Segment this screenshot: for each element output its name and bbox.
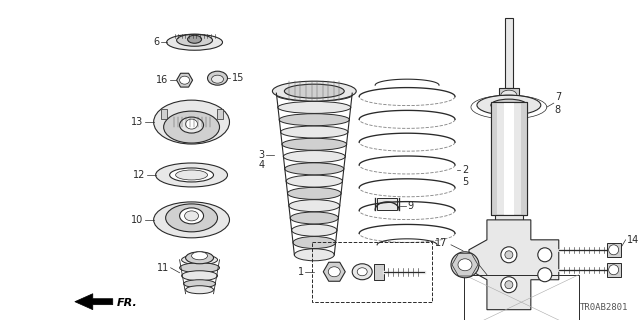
Ellipse shape — [294, 249, 334, 261]
Ellipse shape — [280, 126, 348, 138]
Bar — [504, 102, 514, 215]
Text: 12: 12 — [133, 170, 146, 180]
Ellipse shape — [207, 71, 227, 85]
Ellipse shape — [170, 168, 214, 182]
Ellipse shape — [287, 188, 341, 199]
Text: 15: 15 — [232, 73, 244, 83]
Bar — [374, 264, 384, 280]
Ellipse shape — [182, 271, 218, 281]
Ellipse shape — [289, 200, 340, 212]
Ellipse shape — [282, 138, 347, 150]
Ellipse shape — [186, 119, 198, 129]
Ellipse shape — [273, 81, 356, 101]
Ellipse shape — [180, 117, 204, 133]
Polygon shape — [75, 294, 113, 310]
Text: 17: 17 — [435, 238, 447, 248]
Ellipse shape — [184, 211, 198, 221]
Bar — [499, 88, 519, 102]
Text: 16: 16 — [156, 75, 168, 85]
Ellipse shape — [154, 100, 230, 144]
Ellipse shape — [293, 236, 335, 249]
Ellipse shape — [501, 277, 517, 293]
Text: 9: 9 — [407, 201, 413, 211]
Ellipse shape — [477, 95, 541, 115]
Ellipse shape — [284, 150, 346, 163]
Bar — [505, 18, 513, 88]
Ellipse shape — [186, 252, 214, 264]
Ellipse shape — [184, 280, 216, 288]
Text: 11: 11 — [157, 263, 170, 273]
Ellipse shape — [357, 268, 367, 276]
Ellipse shape — [284, 84, 344, 98]
Text: 8: 8 — [555, 105, 561, 115]
Ellipse shape — [166, 34, 223, 50]
Text: 5: 5 — [462, 177, 468, 187]
Ellipse shape — [352, 264, 372, 280]
Ellipse shape — [285, 163, 344, 175]
Ellipse shape — [279, 114, 349, 126]
Ellipse shape — [180, 208, 204, 224]
Ellipse shape — [180, 76, 189, 84]
Bar — [377, 198, 397, 210]
Text: 3: 3 — [259, 150, 264, 160]
Ellipse shape — [276, 89, 352, 101]
Ellipse shape — [177, 34, 212, 46]
Text: FR.: FR. — [116, 298, 138, 308]
Bar — [464, 275, 579, 320]
Ellipse shape — [286, 175, 342, 187]
Bar — [607, 243, 621, 257]
Ellipse shape — [290, 212, 339, 224]
Bar — [216, 109, 223, 119]
Polygon shape — [469, 220, 559, 310]
Text: 7: 7 — [555, 92, 561, 102]
Ellipse shape — [212, 75, 223, 83]
Ellipse shape — [166, 204, 218, 232]
Bar — [491, 102, 527, 215]
Ellipse shape — [501, 247, 517, 263]
Ellipse shape — [609, 265, 619, 275]
Ellipse shape — [505, 251, 513, 259]
Ellipse shape — [164, 111, 220, 143]
Ellipse shape — [175, 170, 207, 180]
Text: 6: 6 — [154, 37, 159, 47]
Bar — [521, 102, 527, 215]
Ellipse shape — [278, 101, 351, 113]
Bar — [161, 109, 166, 119]
Text: 14: 14 — [627, 235, 639, 245]
Ellipse shape — [538, 248, 552, 262]
Ellipse shape — [451, 252, 479, 278]
Ellipse shape — [538, 268, 552, 282]
Ellipse shape — [191, 252, 207, 260]
Ellipse shape — [491, 99, 527, 111]
Ellipse shape — [186, 286, 214, 294]
Text: 10: 10 — [131, 215, 144, 225]
Ellipse shape — [188, 35, 202, 43]
Bar — [491, 102, 497, 215]
Text: 4: 4 — [259, 160, 264, 170]
Bar — [312, 242, 432, 302]
Bar — [607, 263, 621, 277]
Ellipse shape — [156, 163, 227, 187]
Ellipse shape — [292, 224, 337, 236]
Ellipse shape — [501, 90, 517, 100]
Ellipse shape — [182, 255, 218, 265]
Ellipse shape — [180, 263, 220, 273]
Bar — [495, 215, 523, 255]
Ellipse shape — [154, 202, 230, 238]
Bar — [491, 102, 527, 215]
Ellipse shape — [328, 267, 340, 277]
Ellipse shape — [458, 259, 472, 271]
Ellipse shape — [609, 245, 619, 255]
Text: 1: 1 — [298, 267, 305, 277]
Ellipse shape — [505, 281, 513, 289]
Text: 13: 13 — [131, 117, 144, 127]
Text: 2: 2 — [462, 165, 468, 175]
Text: TR0AB2801: TR0AB2801 — [580, 303, 628, 312]
